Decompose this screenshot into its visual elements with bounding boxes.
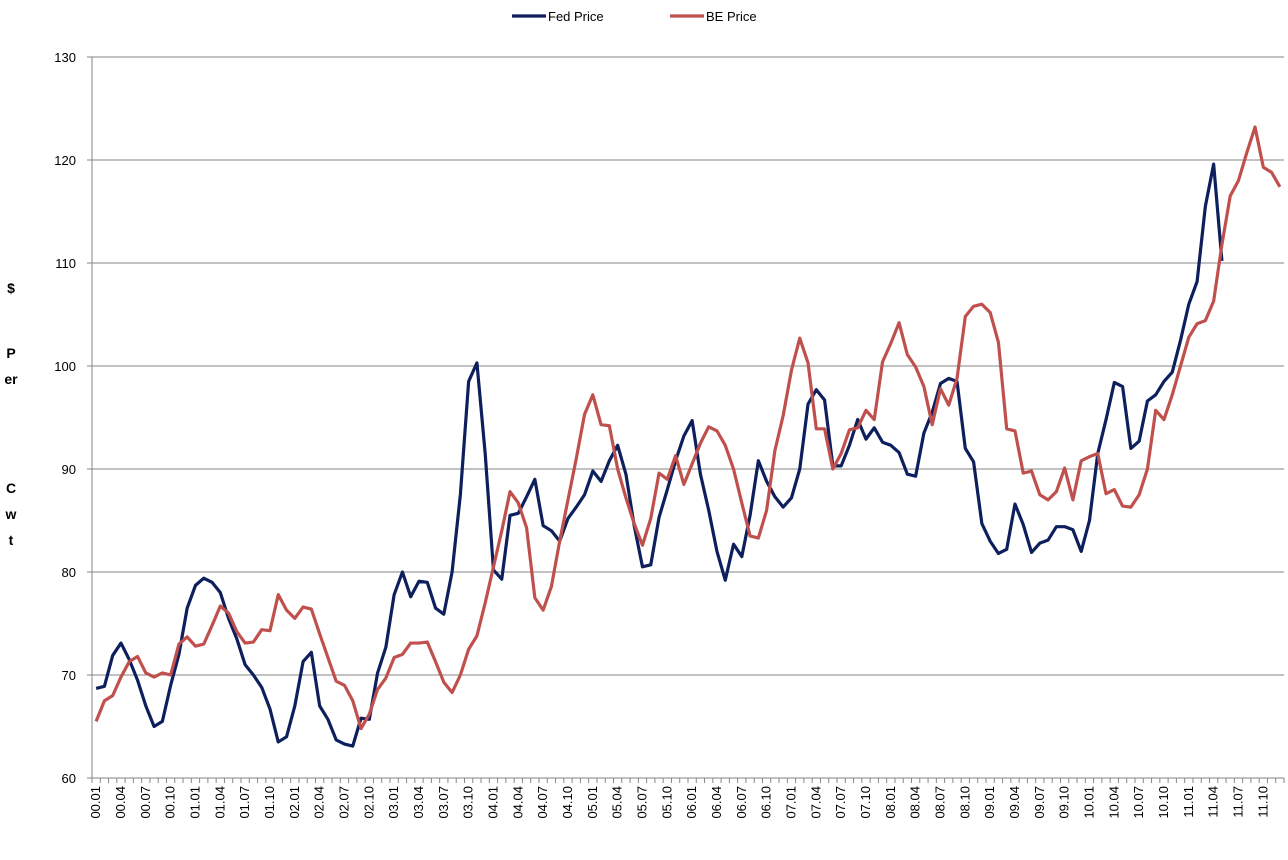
y-tick-label: 110	[55, 256, 76, 271]
y-tick-label: 70	[62, 668, 76, 683]
x-tick-label: 08.10	[957, 786, 972, 819]
x-tick-label: 09.10	[1057, 786, 1072, 819]
x-tick-label: 03.01	[386, 786, 401, 819]
x-tick-label: 06.01	[684, 786, 699, 819]
x-tick-label: 00.07	[138, 786, 153, 819]
x-tick-label: 00.10	[163, 786, 178, 819]
x-tick-label: 08.04	[908, 786, 923, 819]
x-tick-label: 05.07	[634, 786, 649, 819]
x-tick-label: 07.01	[783, 786, 798, 819]
x-tick-label: 10.01	[1081, 786, 1096, 819]
y-tick-label: 60	[62, 771, 76, 786]
x-tick-label: 05.04	[610, 786, 625, 819]
x-tick-label: 04.04	[510, 786, 525, 819]
x-tick-label: 04.07	[535, 786, 550, 819]
x-tick-label: 10.10	[1156, 786, 1171, 819]
x-tick-label: 02.04	[312, 786, 327, 819]
legend-label: Fed Price	[548, 9, 604, 24]
x-tick-label: 01.07	[237, 786, 252, 819]
x-tick-label: 08.07	[932, 786, 947, 819]
x-tick-label: 05.10	[659, 786, 674, 819]
x-tick-label: 02.01	[287, 786, 302, 819]
x-tick-label: 06.10	[759, 786, 774, 819]
x-tick-label: 11.04	[1206, 786, 1221, 818]
x-tick-label: 06.07	[734, 786, 749, 819]
x-tick-label: 08.01	[883, 786, 898, 819]
x-tick-label: 09.01	[982, 786, 997, 819]
series-line	[94, 125, 1282, 731]
x-tick-label: 11.01	[1181, 786, 1196, 818]
x-tick-label: 00.01	[88, 786, 103, 819]
x-tick-label: 07.04	[808, 786, 823, 819]
x-tick-label: 09.04	[1007, 786, 1022, 819]
x-tick-label: 10.07	[1131, 786, 1146, 819]
x-tick-label: 01.01	[187, 786, 202, 819]
y-axis-label: Cwt	[5, 480, 17, 548]
legend-label: BE Price	[706, 9, 757, 24]
y-tick-label: 90	[62, 462, 76, 477]
x-tick-label: 10.04	[1106, 786, 1121, 819]
y-tick-label: 120	[54, 153, 76, 168]
x-tick-label: 04.01	[485, 786, 500, 819]
x-tick-label: 02.10	[361, 786, 376, 819]
x-tick-label: 04.10	[560, 786, 575, 819]
y-tick-label: 130	[54, 50, 76, 65]
x-tick-label: 03.07	[436, 786, 451, 819]
x-tick-label: 06.04	[709, 786, 724, 819]
y-axis-label: $	[7, 280, 15, 296]
x-tick-label: 03.10	[461, 786, 476, 819]
y-tick-label: 80	[62, 565, 76, 580]
y-tick-label: 100	[54, 359, 76, 374]
x-tick-label: 09.07	[1032, 786, 1047, 819]
x-tick-label: 02.07	[336, 786, 351, 819]
x-tick-label: 11.10	[1255, 786, 1270, 818]
x-tick-label: 01.10	[262, 786, 277, 819]
x-tick-label: 00.04	[113, 786, 128, 819]
y-axis-label: Per	[4, 345, 18, 387]
series-line	[95, 162, 1224, 748]
x-tick-label: 07.10	[858, 786, 873, 819]
x-tick-label: 03.04	[411, 786, 426, 819]
x-tick-label: 07.07	[833, 786, 848, 819]
x-tick-label: 01.04	[212, 786, 227, 819]
x-tick-label: 11.07	[1230, 786, 1245, 818]
x-tick-label: 05.01	[585, 786, 600, 819]
